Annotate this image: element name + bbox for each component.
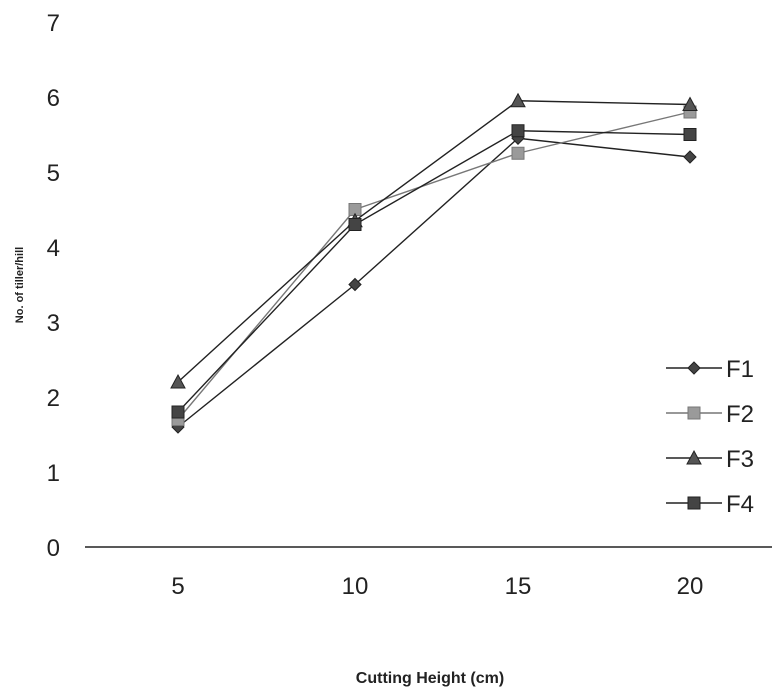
x-tick-label: 15 xyxy=(505,573,532,600)
legend-item-f3: F3 xyxy=(666,446,754,473)
data-point xyxy=(349,219,361,231)
legend-label: F1 xyxy=(726,356,754,383)
y-axis-ticks: 0 1 2 3 4 5 6 7 xyxy=(47,10,60,562)
legend-label: F3 xyxy=(726,446,754,473)
legend-marker xyxy=(688,362,700,374)
legend-label: F4 xyxy=(726,491,754,518)
legend-item-f2: F2 xyxy=(666,401,754,428)
y-tick-label: 2 xyxy=(47,385,60,412)
series-f1 xyxy=(172,132,696,433)
legend: F1 F2 F3 F4 xyxy=(666,356,754,518)
x-axis-title: Cutting Height (cm) xyxy=(356,670,504,687)
data-point xyxy=(512,147,524,159)
y-tick-label: 7 xyxy=(47,10,60,37)
y-tick-label: 0 xyxy=(47,535,60,562)
legend-item-f1: F1 xyxy=(666,356,754,383)
y-tick-label: 1 xyxy=(47,460,60,487)
legend-marker xyxy=(688,497,700,509)
legend-item-f4: F4 xyxy=(666,491,754,518)
x-tick-label: 5 xyxy=(171,573,184,600)
legend-label: F2 xyxy=(726,401,754,428)
data-point xyxy=(684,129,696,141)
series-f2 xyxy=(172,106,696,426)
data-point xyxy=(684,151,696,163)
x-tick-label: 10 xyxy=(342,573,369,600)
series-line xyxy=(178,112,690,420)
data-point xyxy=(512,125,524,137)
series-line xyxy=(178,101,690,382)
series-f4 xyxy=(172,125,696,418)
y-tick-label: 6 xyxy=(47,85,60,112)
data-point xyxy=(172,406,184,418)
series-line xyxy=(178,131,690,412)
y-tick-label: 4 xyxy=(47,235,60,262)
legend-marker xyxy=(688,407,700,419)
x-tick-label: 20 xyxy=(677,573,704,600)
y-tick-label: 5 xyxy=(47,160,60,187)
y-axis-title: No. of tiller/hill xyxy=(14,247,26,323)
y-tick-label: 3 xyxy=(47,310,60,337)
series-f3 xyxy=(171,94,697,388)
series-layer xyxy=(171,94,697,433)
x-axis-ticks: 5 10 15 20 xyxy=(171,573,703,600)
